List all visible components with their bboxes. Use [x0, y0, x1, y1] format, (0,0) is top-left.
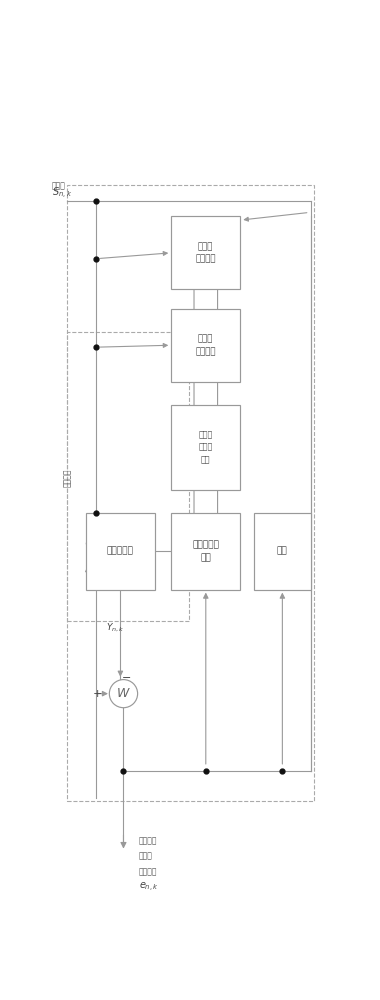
Text: 控器信号: 控器信号: [139, 836, 157, 845]
Text: $e_{n,k}$: $e_{n,k}$: [139, 881, 159, 894]
Bar: [171, 513, 241, 590]
Bar: [253, 513, 311, 590]
Text: $X_{n,k}$参考信号: $X_{n,k}$参考信号: [99, 514, 129, 523]
Bar: [86, 513, 155, 590]
Text: 矩阵方
阵优化
解算: 矩阵方 阵优化 解算: [199, 430, 213, 464]
Text: $Y_{n,k}$: $Y_{n,k}$: [106, 622, 125, 634]
Text: −: −: [122, 673, 131, 683]
Bar: [66, 332, 189, 620]
Text: 滤波器系数: 滤波器系数: [107, 547, 134, 556]
Ellipse shape: [109, 680, 138, 708]
Bar: [171, 405, 241, 490]
Text: 反馈消除: 反馈消除: [139, 867, 157, 876]
Text: 延时: 延时: [277, 547, 288, 556]
Text: 主信号: 主信号: [52, 182, 66, 191]
Bar: [171, 216, 241, 289]
Text: +: +: [93, 689, 102, 699]
Text: 自相关
矩阵计算: 自相关 矩阵计算: [196, 334, 216, 356]
Text: W: W: [117, 687, 130, 700]
Text: 反馈回路: 反馈回路: [63, 469, 72, 487]
Text: $S_{n,k}$: $S_{n,k}$: [52, 186, 72, 201]
Bar: [66, 185, 314, 801]
Text: 滤波器系数
更新: 滤波器系数 更新: [192, 540, 219, 562]
Bar: [171, 309, 241, 382]
Text: 后的序: 后的序: [139, 852, 153, 860]
Text: 自稳定
系数计算: 自稳定 系数计算: [196, 242, 216, 264]
